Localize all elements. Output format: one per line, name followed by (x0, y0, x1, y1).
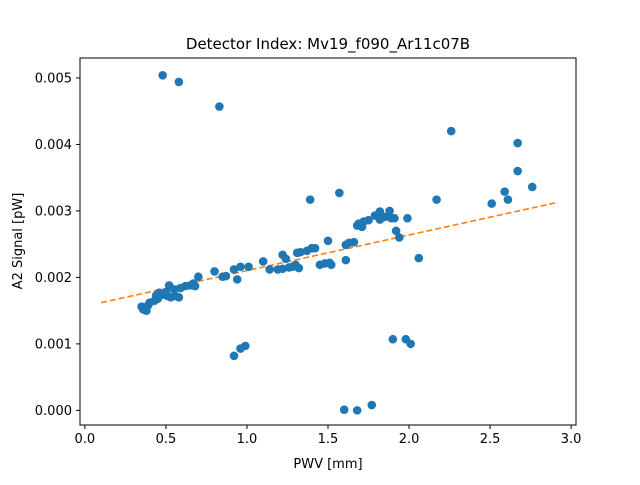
data-point (221, 271, 231, 281)
data-point (325, 258, 334, 268)
data-point (395, 233, 404, 242)
data-point (527, 182, 537, 192)
plot-frame (79, 57, 577, 426)
data-point (281, 254, 291, 264)
data-point (403, 213, 412, 223)
y-tick-label: 0.002 (35, 271, 72, 286)
data-point (169, 285, 179, 294)
data-point (244, 262, 253, 272)
data-point (229, 265, 239, 274)
data-point (323, 236, 333, 246)
x-tick-label: 1.0 (237, 432, 258, 447)
data-point (236, 344, 245, 353)
data-point (391, 226, 401, 236)
data-point (432, 195, 441, 204)
data-point (258, 257, 268, 266)
y-tick-label: 0.005 (35, 71, 72, 86)
chart-title: Detector Index: Mv19_f090_Ar11c07B (186, 35, 470, 54)
data-point (352, 221, 362, 230)
data-point (158, 70, 167, 80)
y-tick-label: 0.001 (35, 337, 72, 352)
x-tick-label: 1.5 (318, 432, 339, 447)
x-tick-label: 0.5 (156, 432, 177, 447)
data-point (232, 275, 242, 284)
data-point (335, 188, 344, 198)
data-point (174, 293, 184, 302)
y-tick-label: 0.000 (35, 404, 72, 419)
data-point (302, 246, 312, 256)
data-point (273, 265, 283, 274)
data-point (294, 263, 304, 273)
data-point (215, 102, 224, 111)
y-tick-label: 0.003 (35, 204, 72, 219)
data-point (229, 351, 239, 361)
data-point (265, 265, 274, 274)
data-point (292, 248, 302, 258)
data-point (352, 406, 362, 415)
data-point (503, 195, 513, 204)
data-point (446, 126, 456, 136)
data-point (194, 272, 203, 282)
data-point (174, 77, 184, 87)
data-point (341, 240, 351, 250)
data-point (176, 283, 185, 293)
x-tick-label: 3.0 (561, 432, 582, 447)
data-point (210, 267, 219, 276)
data-point (339, 405, 349, 415)
x-tick-label: 0.0 (75, 432, 96, 447)
data-point (375, 215, 385, 224)
data-points-layer (137, 70, 537, 415)
data-point (487, 199, 497, 208)
y-axis-label: A2 Signal [pW] (11, 193, 26, 290)
data-point (390, 213, 399, 223)
x-axis-ticks: 0.0 0.5 1.0 1.5 2.0 2.5 3.0 (75, 425, 582, 447)
data-point (406, 339, 415, 349)
data-point (236, 262, 245, 272)
y-tick-label: 0.004 (35, 138, 72, 153)
data-point (385, 206, 394, 216)
data-point (142, 306, 151, 315)
data-point (310, 243, 320, 253)
data-point (190, 281, 200, 291)
y-axis-ticks: 0.000 0.001 0.002 0.003 0.004 0.005 (35, 71, 80, 419)
x-tick-label: 2.5 (480, 432, 501, 447)
data-point (341, 255, 351, 265)
data-point (305, 195, 315, 204)
data-point (513, 138, 522, 148)
data-point (284, 263, 294, 272)
data-point (388, 334, 398, 344)
data-point (500, 187, 509, 196)
data-point (414, 253, 424, 263)
data-point (367, 400, 377, 410)
data-point (513, 166, 522, 176)
x-tick-label: 2.0 (399, 432, 420, 447)
x-axis-label: PWV [mm] (293, 457, 362, 472)
